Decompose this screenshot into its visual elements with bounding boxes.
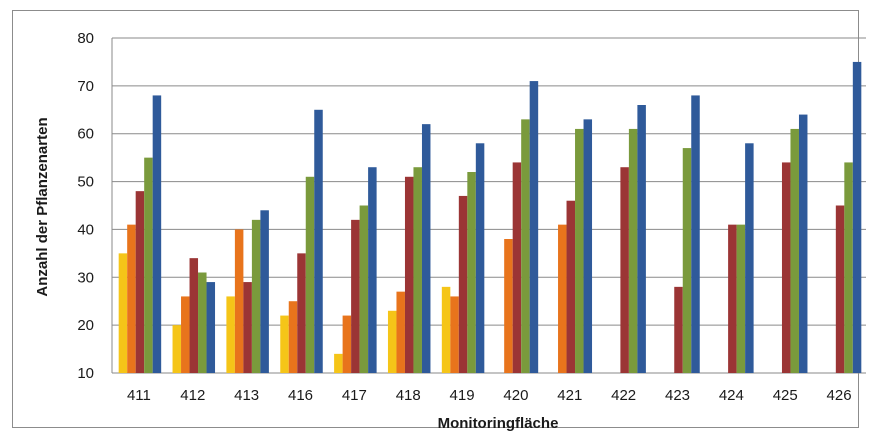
bar bbox=[628, 128, 638, 373]
bar bbox=[521, 119, 530, 373]
x-tick-label: 416 bbox=[288, 387, 313, 404]
x-tick-label: 424 bbox=[719, 387, 744, 404]
x-tick-label: 425 bbox=[773, 387, 798, 404]
y-tick-label: 70 bbox=[77, 78, 94, 95]
bar bbox=[305, 176, 315, 373]
bar bbox=[441, 286, 451, 373]
bar bbox=[135, 191, 145, 373]
bar bbox=[234, 229, 244, 373]
x-tick-label: 426 bbox=[827, 387, 852, 404]
bar bbox=[181, 296, 190, 373]
bar bbox=[359, 205, 369, 373]
bar bbox=[566, 200, 576, 373]
x-tick-label: 417 bbox=[342, 387, 367, 404]
x-tick-label: 412 bbox=[180, 387, 205, 404]
bar bbox=[475, 143, 485, 373]
bar bbox=[620, 167, 629, 373]
bar bbox=[172, 325, 182, 373]
bar bbox=[144, 157, 153, 373]
bar bbox=[558, 224, 567, 373]
x-tick-labels: 411 412 413 416 417 418 419 420 421 422 423 424 425 4… bbox=[127, 387, 852, 404]
x-tick-label: 411 bbox=[127, 387, 151, 404]
x-tick-label: 420 bbox=[503, 387, 528, 404]
bar bbox=[529, 81, 539, 374]
y-tick-label: 10 bbox=[77, 365, 94, 382]
bar bbox=[798, 114, 808, 374]
bar bbox=[450, 296, 459, 373]
y-tick-label: 20 bbox=[77, 317, 94, 334]
y-tick-label: 60 bbox=[77, 126, 94, 143]
bar bbox=[334, 353, 343, 373]
bar bbox=[243, 282, 252, 373]
bar bbox=[790, 128, 799, 373]
bar bbox=[504, 239, 513, 373]
bar bbox=[421, 124, 431, 374]
bar bbox=[728, 224, 737, 373]
bar bbox=[404, 176, 414, 373]
bar bbox=[297, 253, 306, 373]
y-tick-labels: 10 20 30 40 50 60 70 80 bbox=[77, 30, 94, 382]
bar bbox=[118, 253, 128, 373]
bar bbox=[206, 282, 216, 373]
bar bbox=[127, 224, 136, 373]
bar bbox=[691, 95, 700, 373]
x-axis-title: Monitoringfläche bbox=[438, 415, 559, 432]
x-tick-label: 423 bbox=[665, 387, 690, 404]
bar bbox=[844, 162, 853, 373]
bars bbox=[118, 61, 862, 374]
x-tick-label: 418 bbox=[396, 387, 421, 404]
bar bbox=[368, 167, 377, 373]
bar bbox=[637, 105, 646, 373]
bar bbox=[458, 195, 468, 373]
bar bbox=[745, 143, 754, 373]
bar bbox=[583, 119, 593, 373]
bar bbox=[351, 219, 360, 373]
bar bbox=[226, 296, 235, 373]
x-tick-label: 413 bbox=[234, 387, 259, 404]
bar bbox=[314, 109, 323, 374]
y-tick-label: 50 bbox=[77, 174, 94, 191]
x-tick-label: 422 bbox=[611, 387, 636, 404]
bar bbox=[288, 301, 298, 373]
bar bbox=[736, 224, 746, 373]
bar bbox=[852, 61, 862, 374]
y-tick-label: 80 bbox=[77, 30, 94, 47]
bar bbox=[835, 205, 845, 373]
bar bbox=[674, 286, 683, 373]
bar bbox=[575, 128, 584, 373]
y-axis-title: Anzahl der Pflanzenarten bbox=[34, 117, 51, 296]
bar bbox=[260, 210, 269, 373]
x-tick-label: 419 bbox=[450, 387, 475, 404]
bar bbox=[198, 272, 207, 373]
x-tick-label: 421 bbox=[557, 387, 582, 404]
y-tick-label: 40 bbox=[77, 221, 94, 238]
bar bbox=[189, 258, 199, 373]
bar bbox=[251, 219, 261, 373]
bar bbox=[413, 167, 422, 373]
bar bbox=[467, 172, 476, 373]
bar bbox=[512, 162, 522, 373]
bar bbox=[682, 148, 692, 373]
bar bbox=[781, 162, 791, 373]
bar bbox=[152, 95, 162, 373]
bar bbox=[387, 310, 397, 373]
bar bbox=[342, 315, 352, 373]
y-tick-label: 30 bbox=[77, 269, 94, 286]
bar bbox=[280, 315, 289, 373]
bar bbox=[396, 291, 405, 373]
